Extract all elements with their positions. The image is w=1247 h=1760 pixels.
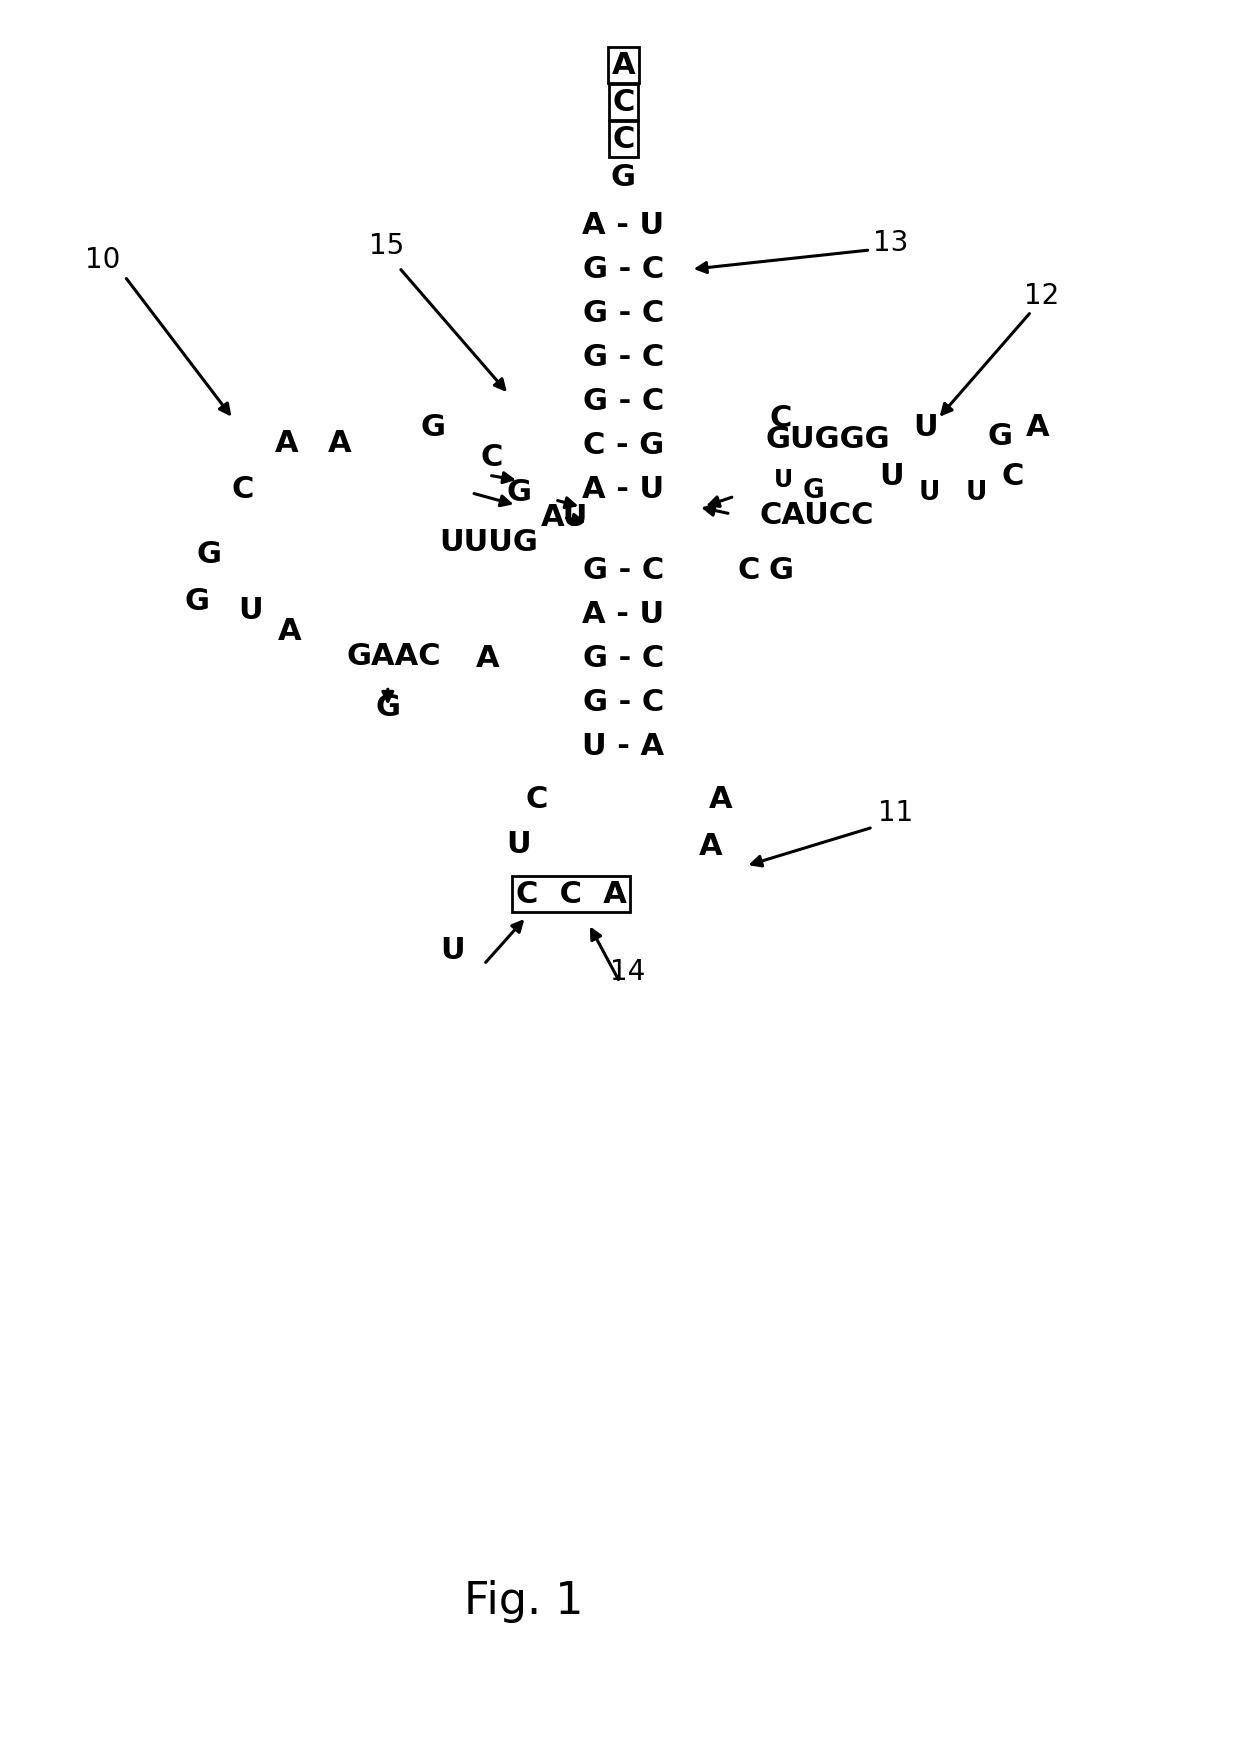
Text: G - C: G - C xyxy=(582,644,665,672)
Text: C: C xyxy=(612,88,635,116)
Text: C: C xyxy=(232,475,254,503)
Text: U: U xyxy=(965,480,988,505)
Text: A - U: A - U xyxy=(582,475,665,503)
Text: G - C: G - C xyxy=(582,255,665,283)
Text: A: A xyxy=(476,644,499,672)
Text: CAUCC: CAUCC xyxy=(759,502,874,530)
Text: C: C xyxy=(612,125,635,153)
Text: A - U: A - U xyxy=(582,600,665,628)
Text: U: U xyxy=(913,414,938,442)
Text: G: G xyxy=(802,479,824,503)
Text: G: G xyxy=(185,588,209,616)
Text: 11: 11 xyxy=(878,799,913,827)
Text: GUGGG: GUGGG xyxy=(766,426,890,454)
Text: C - G: C - G xyxy=(582,431,665,459)
Text: A - U: A - U xyxy=(582,211,665,239)
Text: G: G xyxy=(768,556,793,584)
Text: G - C: G - C xyxy=(582,343,665,371)
Text: A: A xyxy=(710,785,732,813)
Text: C: C xyxy=(769,405,792,433)
Text: G: G xyxy=(506,479,531,507)
Text: C: C xyxy=(1001,463,1024,491)
Text: C  C  A: C C A xyxy=(516,880,626,908)
Text: A: A xyxy=(278,618,301,646)
Text: U - A: U - A xyxy=(582,732,665,760)
Text: U: U xyxy=(506,831,531,859)
Text: C: C xyxy=(737,556,759,584)
Text: AU: AU xyxy=(541,503,589,532)
Text: A: A xyxy=(700,832,722,861)
Text: U: U xyxy=(238,597,263,625)
Text: 12: 12 xyxy=(1024,282,1059,310)
Text: 10: 10 xyxy=(85,246,120,275)
Text: GAAC: GAAC xyxy=(347,642,441,671)
Text: A: A xyxy=(328,429,350,458)
Text: G - C: G - C xyxy=(582,387,665,415)
Text: U: U xyxy=(879,463,904,491)
Text: G - C: G - C xyxy=(582,299,665,327)
Text: A: A xyxy=(276,429,298,458)
Text: G: G xyxy=(611,164,636,192)
Text: Fig. 1: Fig. 1 xyxy=(464,1580,584,1623)
Text: G: G xyxy=(988,422,1013,451)
Text: G: G xyxy=(375,693,400,722)
Text: 13: 13 xyxy=(873,229,908,257)
Text: G - C: G - C xyxy=(582,556,665,584)
Text: C: C xyxy=(525,785,547,813)
Text: A: A xyxy=(612,51,635,79)
Text: U: U xyxy=(773,468,793,493)
Text: 15: 15 xyxy=(369,232,404,260)
Text: 14: 14 xyxy=(610,957,645,986)
Text: C: C xyxy=(480,444,503,472)
Text: UUUG: UUUG xyxy=(439,528,537,556)
Text: G: G xyxy=(420,414,445,442)
Text: U: U xyxy=(918,480,940,505)
Text: G: G xyxy=(197,540,222,568)
Text: G - C: G - C xyxy=(582,688,665,716)
Text: U: U xyxy=(440,936,465,964)
Text: A: A xyxy=(1026,414,1049,442)
